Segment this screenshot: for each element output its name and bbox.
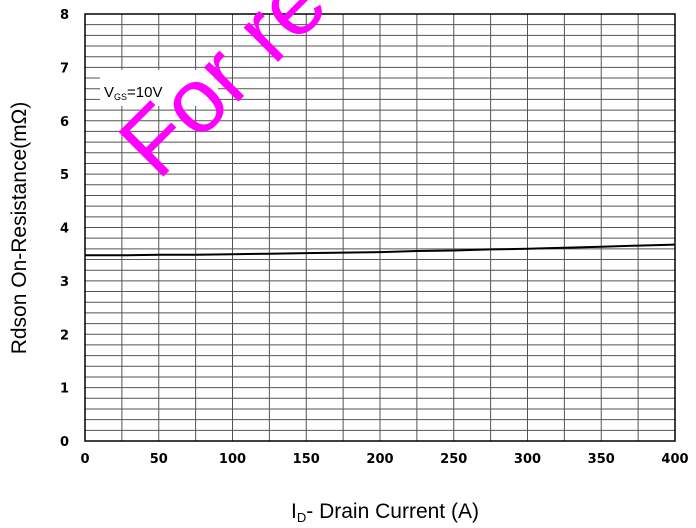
y-tick-label: 5 (60, 168, 69, 183)
x-tick-labels: 0 50 100 150 200 250 300 350 400 (80, 452, 688, 467)
y-tick-label: 0 (60, 435, 69, 450)
y-tick-label: 4 (60, 222, 69, 237)
y-tick-label: 3 (60, 275, 69, 290)
x-axis-label: ID- Drain Current (A) (291, 500, 479, 525)
y-axis-label: Rdson On-Resistance(mΩ) (8, 102, 31, 355)
y-tick-labels: 0 1 2 3 4 5 6 7 8 (60, 8, 69, 450)
y-tick-label: 2 (60, 328, 69, 343)
x-tick-label: 100 (219, 452, 246, 467)
x-tick-label: 0 (80, 452, 89, 467)
x-tick-label: 400 (661, 452, 688, 467)
y-tick-label: 7 (60, 61, 69, 76)
y-tick-label: 1 (60, 382, 69, 397)
x-tick-label: 300 (514, 452, 541, 467)
x-tick-label: 200 (366, 452, 393, 467)
series-group (85, 243, 676, 257)
y-tick-label: 6 (60, 115, 69, 130)
x-tick-label: 350 (588, 452, 615, 467)
x-tick-label: 250 (440, 452, 467, 467)
grid (85, 14, 675, 441)
annotation-vgs: VGS=10V (100, 70, 218, 106)
y-tick-label: 8 (60, 8, 69, 23)
watermark: For re (100, 0, 346, 196)
annotation-vgs-text: VGS=10V (104, 84, 162, 102)
plot-frame (84, 13, 676, 442)
x-tick-label: 150 (293, 452, 320, 467)
x-tick-label: 50 (150, 452, 168, 467)
series-line (85, 243, 676, 257)
